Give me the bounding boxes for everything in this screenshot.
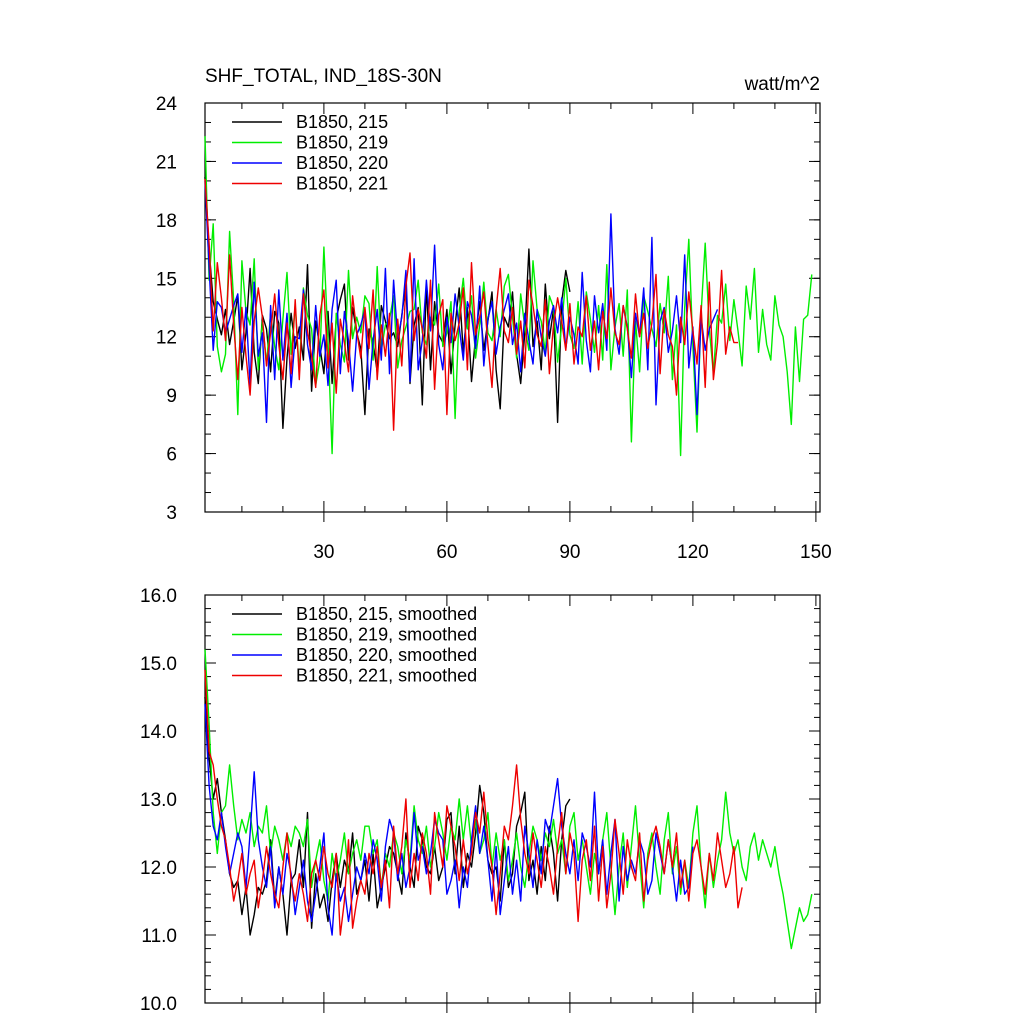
legend-label: B1850, 215 bbox=[296, 112, 388, 132]
y-tick-label: 12.0 bbox=[140, 858, 177, 879]
y-tick-label: 12 bbox=[156, 328, 177, 349]
y-tick-label: 13.0 bbox=[140, 790, 177, 811]
y-tick-label: 3 bbox=[166, 503, 177, 524]
series-line bbox=[204, 180, 719, 424]
y-tick-label: 10.0 bbox=[140, 994, 177, 1015]
y-tick-label: 16.0 bbox=[140, 586, 177, 607]
panel-bottom: 10.0 11.0 12.0 13.0 14.0 15.0 16.0 B1850, 215, … bbox=[140, 586, 821, 1015]
x-tick-label: 90 bbox=[559, 542, 580, 563]
series-line bbox=[204, 136, 813, 457]
x-tick-label: 60 bbox=[436, 542, 457, 563]
x-tick-label: 120 bbox=[677, 542, 709, 563]
y-tick-label: 6 bbox=[166, 445, 177, 466]
x-tick-label: 150 bbox=[800, 542, 832, 563]
y-tick-label: 9 bbox=[166, 386, 177, 407]
y-tick-label: 21 bbox=[156, 152, 177, 173]
y-tick-label: 15 bbox=[156, 269, 177, 290]
series-line bbox=[204, 178, 738, 431]
legend-label: B1850, 219, smoothed bbox=[296, 625, 477, 645]
x-tick-label: 30 bbox=[313, 542, 334, 563]
chart-title: SHF_TOTAL, IND_18S-30N bbox=[205, 66, 442, 87]
panel-top: SHF_TOTAL, IND_18S-30N watt/m^2 3 6 9 12 15 1… bbox=[156, 66, 832, 563]
legend-label: B1850, 220 bbox=[296, 153, 388, 173]
y-tick-label: 14.0 bbox=[140, 722, 177, 743]
series-line bbox=[204, 703, 694, 936]
y-tick-label: 24 bbox=[156, 94, 178, 115]
y-tick-label: 15.0 bbox=[140, 654, 177, 675]
series-line bbox=[204, 669, 743, 936]
legend-label: B1850, 219 bbox=[296, 133, 388, 153]
legend-label: B1850, 221, smoothed bbox=[296, 666, 477, 686]
plot-frame bbox=[204, 102, 821, 513]
y-tick-label: 11.0 bbox=[141, 926, 177, 947]
legend-label: B1850, 221 bbox=[296, 174, 388, 194]
legend-label: B1850, 220, smoothed bbox=[296, 645, 477, 665]
y-tick-label: 18 bbox=[156, 211, 177, 232]
legend-label: B1850, 215, smoothed bbox=[296, 604, 477, 624]
chart-units: watt/m^2 bbox=[744, 74, 820, 95]
series-line bbox=[204, 649, 813, 950]
